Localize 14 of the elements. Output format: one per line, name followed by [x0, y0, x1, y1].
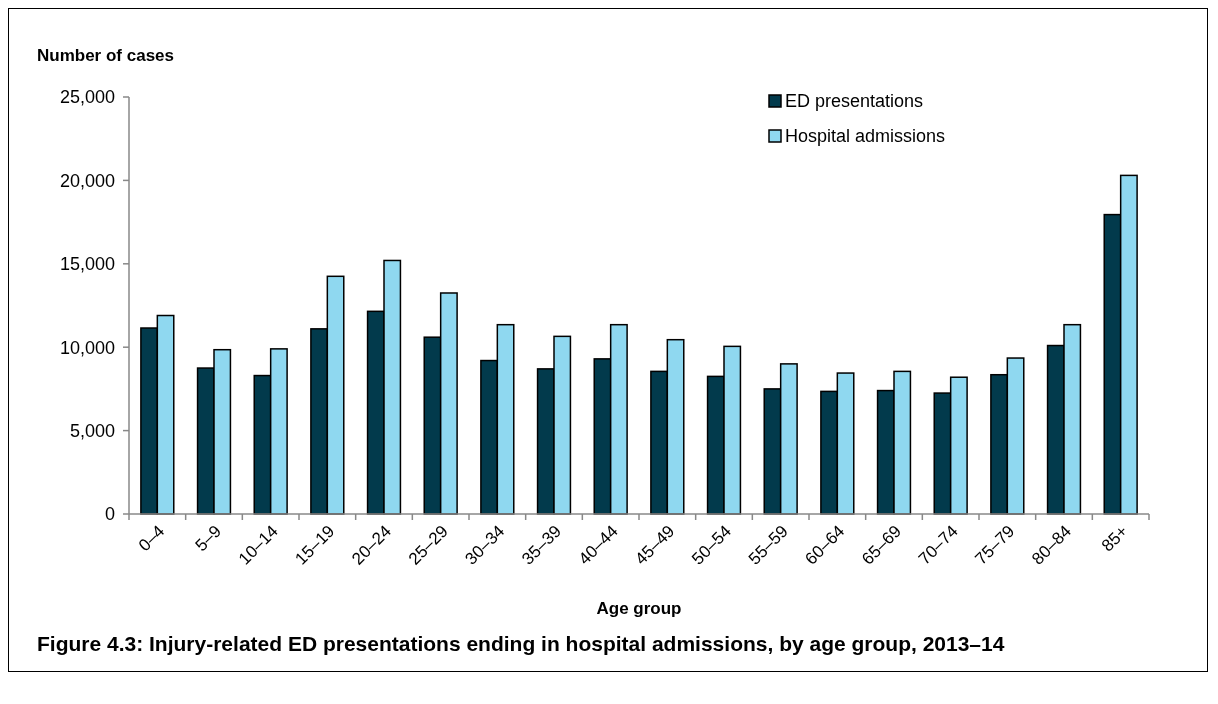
y-tick-label: 20,000 — [59, 170, 115, 191]
y-tick-label: 0 — [104, 504, 115, 525]
x-tick-label: 85+ — [1097, 521, 1132, 556]
y-tick-label: 10,000 — [59, 337, 115, 358]
text: Figure 4.3: Injury-related ED presentations ending in hospital admissions, by age group, 2013–14 — [36, 631, 1006, 657]
legend-label: ED presentations — [785, 91, 924, 112]
y-tick-label: 5,000 — [69, 420, 115, 441]
y-tick-label: 15,000 — [59, 254, 115, 275]
x-tick-label: 0–4 — [134, 521, 169, 556]
x-axis-title: Age group — [596, 599, 682, 618]
legend-label: Hospital admissions — [785, 126, 946, 147]
y-axis-title: Number of cases — [37, 46, 174, 65]
y-tick-label: 25,000 — [59, 87, 115, 108]
x-tick-label: 5–9 — [191, 521, 226, 556]
